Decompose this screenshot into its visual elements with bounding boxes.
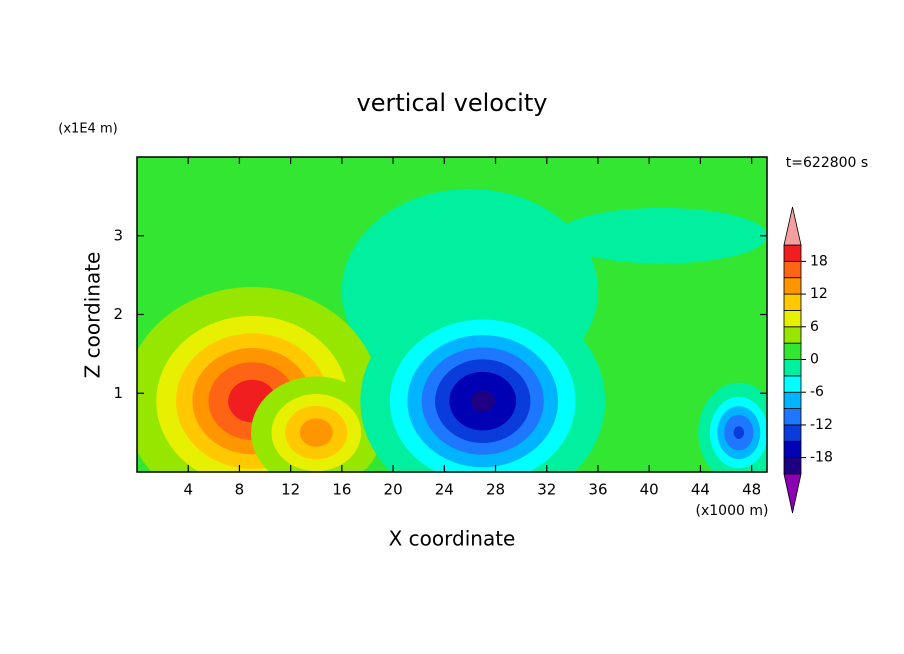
x-tick-label: 32 <box>537 481 556 499</box>
colorbar-box <box>783 260 802 279</box>
y-tick-label: 3 <box>113 226 123 244</box>
colorbar-tick-label: 0 <box>810 352 819 368</box>
colorbar-box <box>783 342 802 360</box>
time-label: t=622800 s <box>786 155 868 171</box>
x-tick-label: 36 <box>588 481 607 499</box>
colorbar-extend-low <box>783 473 802 514</box>
colorbar-box <box>783 457 802 475</box>
x-tick-label: 44 <box>691 481 710 499</box>
colorbar-tick-label: -18 <box>810 450 833 466</box>
colorbar-box <box>783 326 802 344</box>
x-tick-label: 16 <box>332 481 351 499</box>
x-tick-label: 20 <box>384 481 403 499</box>
colorbar-tick-label: 6 <box>810 319 819 335</box>
colorbar-box <box>783 408 802 426</box>
contour-band <box>556 207 767 264</box>
x-tick-label: 24 <box>435 481 454 499</box>
colorbar-box <box>783 310 802 328</box>
colorbar-box <box>783 359 802 377</box>
colorbar-box <box>783 244 802 262</box>
x-tick-label: 40 <box>640 481 659 499</box>
x-tick-label: 48 <box>742 481 761 499</box>
colorbar-tick-label: 18 <box>810 253 828 269</box>
y-unit: (x1E4 m) <box>58 122 117 137</box>
y-axis-label: Z coordinate <box>81 252 105 379</box>
colorbar-box <box>783 277 802 295</box>
colorbar-tick-label: -12 <box>810 417 833 433</box>
colorbar-tick-label: -6 <box>810 384 824 400</box>
chart-title: vertical velocity <box>357 89 548 117</box>
x-tick-label: 4 <box>183 481 193 499</box>
contour-band <box>470 390 495 412</box>
x-unit: (x1000 m) <box>696 503 769 519</box>
colorbar-box <box>783 293 802 311</box>
colorbar-box <box>783 424 802 442</box>
x-tick-label: 8 <box>235 481 245 499</box>
x-axis-label: X coordinate <box>389 527 516 551</box>
colorbar-tick-label: 12 <box>810 286 828 302</box>
x-tick-label: 28 <box>486 481 505 499</box>
x-tick-label: 12 <box>281 481 300 499</box>
contour-band <box>733 426 745 439</box>
y-tick-label: 2 <box>113 305 123 323</box>
colorbar-extend-high <box>783 206 802 246</box>
colorbar-box <box>783 375 802 393</box>
contour-band <box>299 418 333 447</box>
colorbar-box <box>783 391 802 409</box>
contour-field <box>137 157 767 472</box>
y-tick-label: 1 <box>113 384 123 402</box>
colorbar-box <box>783 440 802 459</box>
